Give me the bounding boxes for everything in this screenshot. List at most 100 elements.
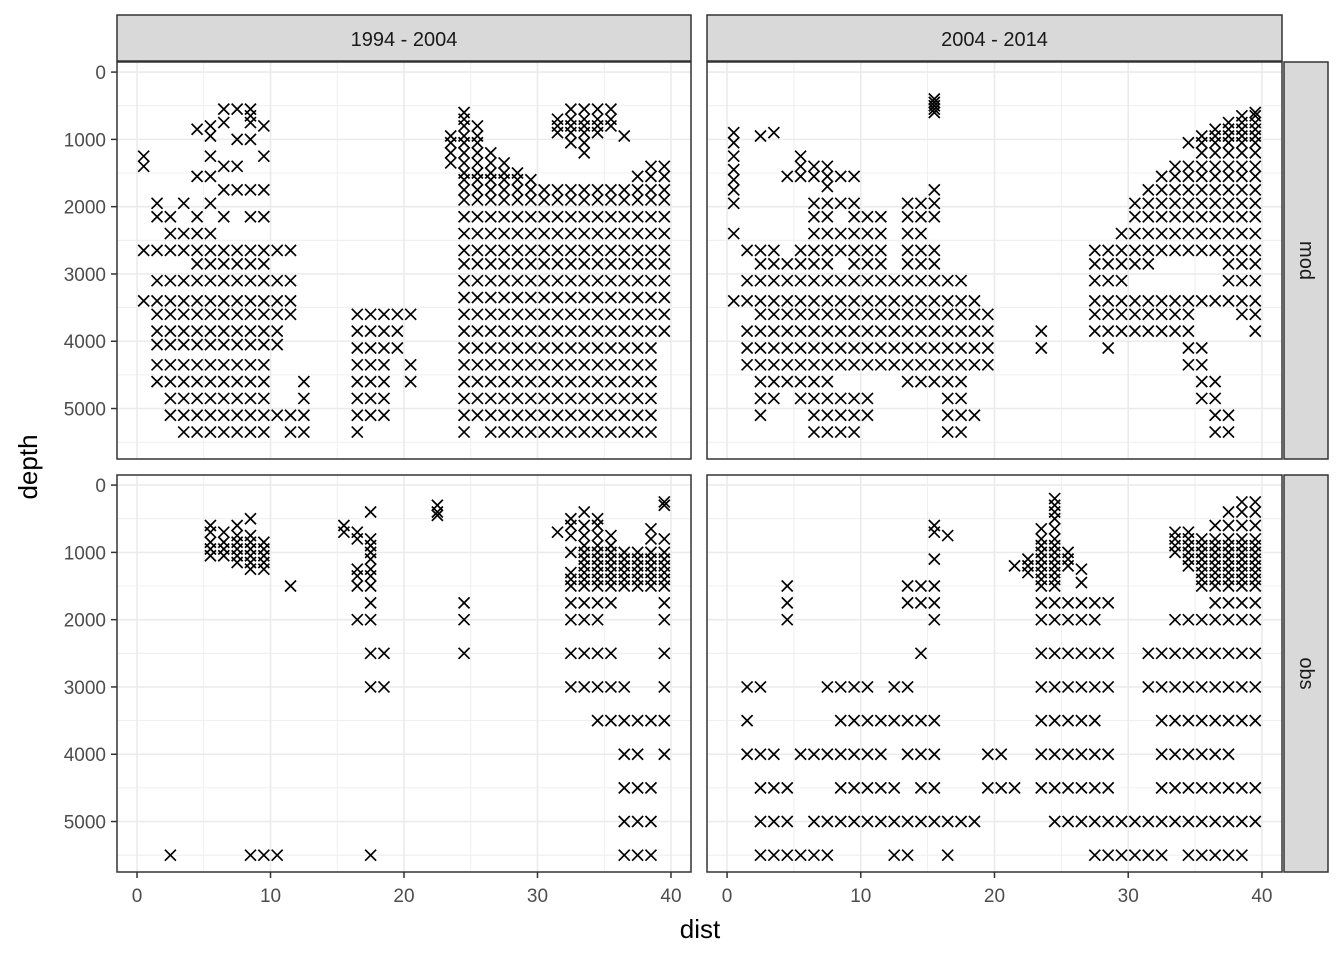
data-point [1195, 714, 1208, 727]
data-point [1222, 136, 1235, 149]
data-point [631, 257, 644, 270]
data-point [847, 815, 861, 828]
data-point [511, 291, 524, 304]
data-point [1209, 244, 1222, 257]
data-point [578, 257, 591, 270]
y-tick-label: 1000 [64, 543, 106, 564]
data-point [861, 714, 874, 727]
data-point [644, 579, 658, 593]
data-point [658, 291, 671, 304]
data-point [471, 257, 484, 270]
data-point [658, 210, 671, 223]
y-tick-label: 2000 [64, 611, 106, 632]
data-point [1195, 815, 1208, 828]
data-point [901, 274, 914, 287]
data-point [604, 579, 618, 593]
data-point [1035, 579, 1048, 593]
data-point [578, 409, 591, 422]
data-point [1115, 244, 1128, 257]
data-point [578, 325, 591, 338]
data-point [284, 244, 297, 257]
data-point [217, 375, 230, 388]
data-point [524, 274, 537, 287]
data-point [821, 180, 834, 193]
data-point [591, 392, 604, 405]
data-point [901, 358, 914, 371]
data-point [1075, 596, 1088, 609]
data-point [807, 210, 821, 223]
data-point [741, 341, 754, 355]
data-point [741, 680, 754, 694]
data-point [861, 227, 874, 240]
data-point [244, 244, 257, 257]
data-point [1249, 781, 1262, 794]
data-point [658, 579, 671, 593]
data-point [914, 647, 928, 660]
data-point [781, 294, 794, 307]
data-point [551, 425, 564, 439]
data-point [1209, 781, 1222, 794]
data-point [1222, 505, 1235, 519]
data-point [658, 183, 671, 196]
data-point [457, 596, 471, 609]
data-point [807, 425, 821, 439]
data-point [564, 291, 577, 304]
data-point [914, 308, 928, 321]
data-point [781, 308, 794, 321]
data-point [658, 495, 671, 509]
data-point [1235, 274, 1248, 287]
data-point [914, 341, 928, 355]
data-point [1195, 781, 1208, 794]
data-point [351, 308, 364, 321]
data-point [1061, 647, 1075, 660]
data-point [1142, 183, 1155, 196]
data-point [164, 274, 177, 287]
data-point [498, 308, 511, 321]
data-point [847, 714, 861, 727]
data-point [604, 227, 618, 240]
data-point [794, 849, 807, 862]
data-point [1075, 748, 1088, 761]
data-point [928, 553, 941, 566]
data-point [271, 244, 284, 257]
data-point [901, 257, 914, 270]
data-point [231, 257, 244, 270]
data-point [821, 160, 834, 173]
data-point [244, 392, 257, 405]
data-point [190, 170, 204, 183]
data-point [578, 358, 591, 371]
data-point [457, 341, 471, 355]
data-point [457, 392, 471, 405]
data-point [1142, 227, 1155, 240]
data-point [741, 294, 754, 307]
data-point [1235, 227, 1248, 240]
data-point [1061, 748, 1075, 761]
data-point [564, 126, 577, 139]
data-point [498, 274, 511, 287]
data-point [217, 116, 230, 129]
data-point [658, 714, 671, 727]
data-point [834, 409, 847, 422]
data-point [1061, 815, 1075, 828]
panel-mod-1994-2004 [116, 61, 692, 460]
data-point [524, 358, 537, 371]
data-point [1155, 244, 1168, 257]
data-point [834, 358, 847, 371]
data-point [874, 714, 887, 727]
data-point [807, 358, 821, 371]
data-point [767, 274, 780, 287]
data-point [190, 409, 204, 422]
data-point [231, 160, 244, 173]
data-point [1168, 748, 1182, 761]
data-point [471, 244, 484, 257]
data-point [471, 308, 484, 321]
data-point [457, 375, 471, 388]
data-point [995, 781, 1008, 794]
data-point [1061, 781, 1075, 794]
data-point [631, 183, 644, 196]
data-point [1142, 257, 1155, 270]
data-point [377, 341, 391, 355]
data-point [1035, 748, 1048, 761]
data-point [471, 210, 484, 223]
